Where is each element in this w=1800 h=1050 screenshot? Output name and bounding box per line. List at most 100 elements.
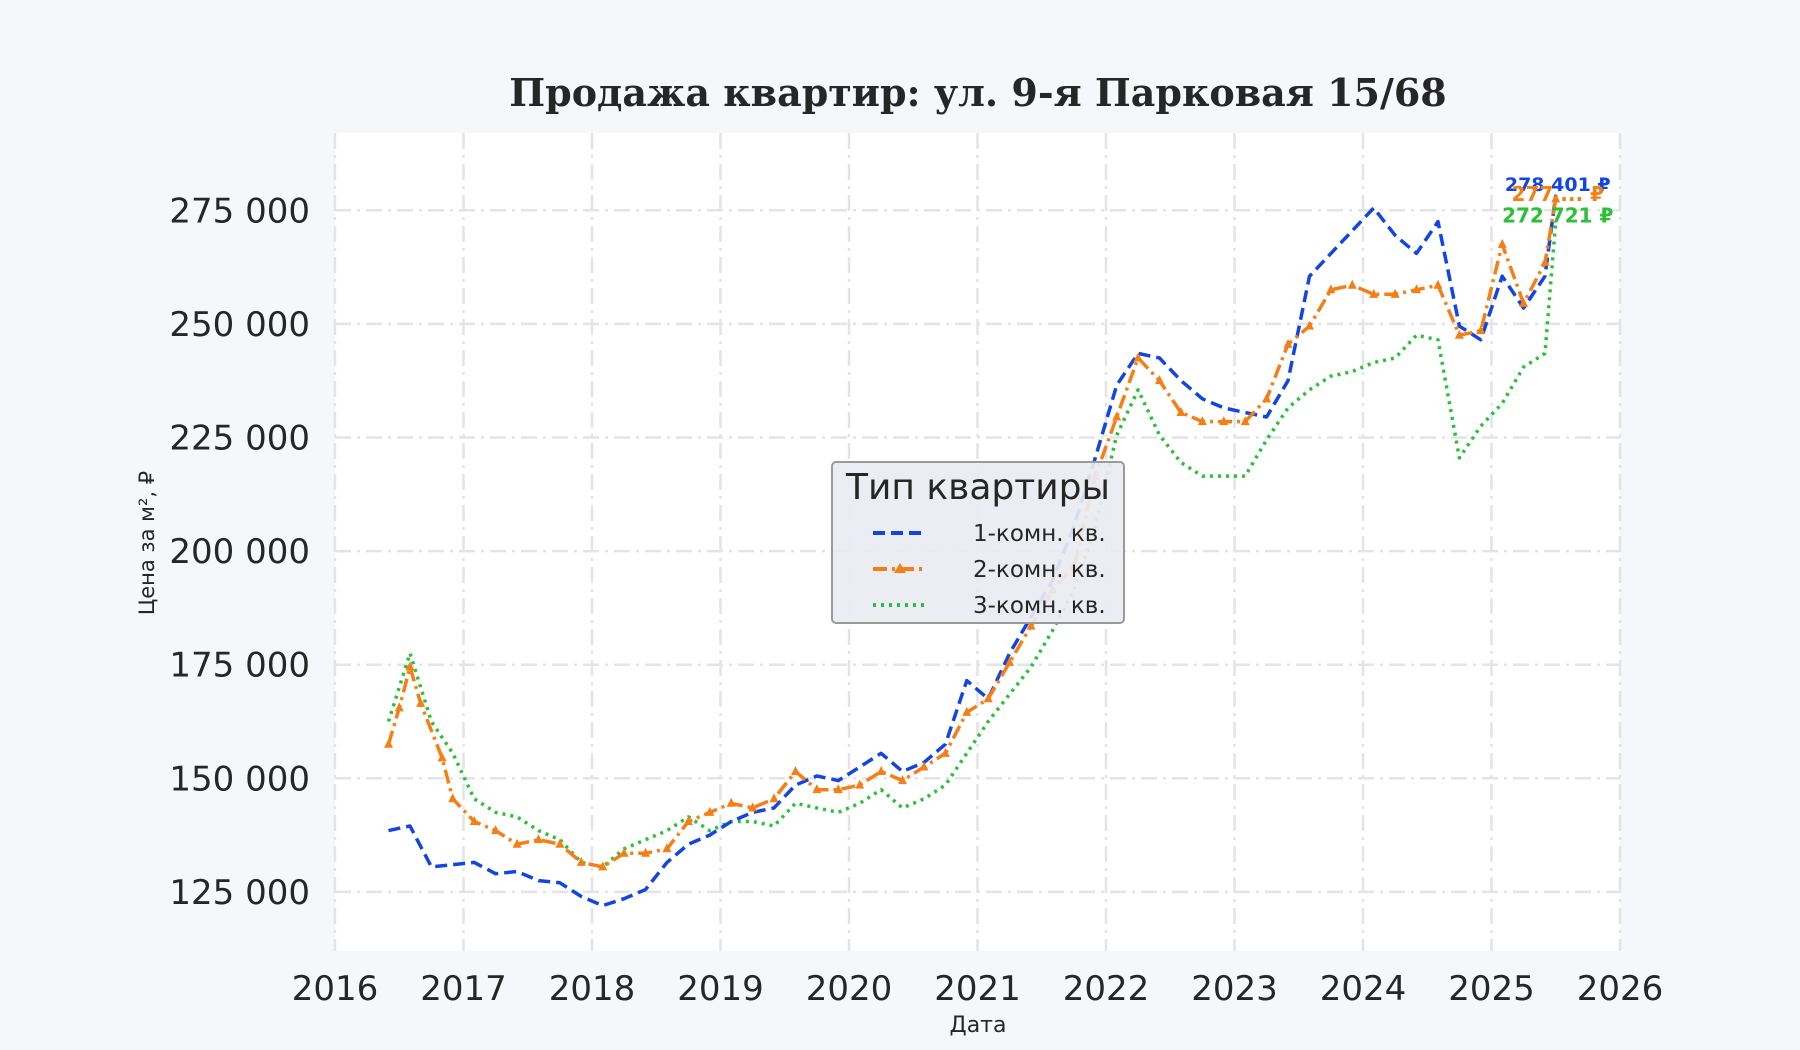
data-point-marker: [833, 784, 843, 794]
data-point-marker: [790, 765, 800, 775]
data-point-marker: [1454, 329, 1464, 339]
data-point-marker: [469, 815, 479, 825]
data-point-marker: [1155, 375, 1165, 385]
legend-label-1-room: 1-комн. кв.: [973, 521, 1106, 547]
x-axis-label: Дата: [949, 1013, 1007, 1038]
data-point-marker: [1133, 352, 1143, 362]
legend-label-2-room: 2-комн. кв.: [973, 557, 1106, 583]
data-point-marker: [491, 825, 501, 835]
legend: Тип квартиры 1-комн. кв. 2-комн. кв. 3-к…: [831, 461, 1125, 624]
end-value-annotations: 278 401 ₽277 ... ₽272 721 ₽: [1502, 174, 1613, 228]
x-tick-labels: 2016 2017 2018 2019 2020 2021 2022 2023 2024 2025…: [292, 969, 1664, 1009]
series-lines: [384, 193, 1561, 908]
data-point-marker: [1112, 411, 1122, 421]
x-tick-label: 2018: [549, 969, 636, 1009]
data-point-marker: [619, 847, 629, 857]
data-point-marker: [1551, 193, 1561, 203]
end-value-label-3-room: 272 721 ₽: [1502, 204, 1613, 228]
data-point-marker: [1219, 416, 1229, 426]
data-point-marker: [1026, 620, 1036, 630]
data-point-marker: [416, 697, 426, 707]
data-point-marker: [683, 815, 693, 825]
data-point-marker: [1497, 238, 1507, 248]
y-tick-label: 175 000: [169, 646, 310, 686]
x-tick-label: 2020: [806, 969, 893, 1009]
x-tick-label: 2016: [292, 969, 379, 1009]
series-3-room: [386, 220, 1558, 869]
data-point-marker: [1433, 279, 1443, 289]
data-point-marker: [962, 706, 972, 716]
y-tick-label: 225 000: [169, 418, 310, 458]
end-value-label-1-room: 278 401 ₽: [1505, 174, 1611, 196]
legend-item-1-room: 1-комн. кв.: [871, 519, 1121, 549]
data-point-marker: [641, 847, 651, 857]
data-point-marker: [1283, 338, 1293, 348]
data-point-marker: [876, 765, 886, 775]
legend-swatch-2-room: [873, 563, 927, 573]
series-1-room: [388, 194, 1558, 908]
data-point-marker: [1262, 393, 1272, 403]
series-2-room: [384, 193, 1561, 871]
x-tick-label: 2021: [934, 969, 1021, 1009]
data-point-marker: [726, 797, 736, 807]
data-point-marker: [812, 784, 822, 794]
y-tick-label: 125 000: [169, 873, 310, 913]
data-point-marker: [1197, 416, 1207, 426]
y-tick-label: 275 000: [169, 191, 310, 231]
data-point-marker: [1412, 284, 1422, 294]
data-point-marker: [512, 838, 522, 848]
data-point-marker: [533, 834, 543, 844]
data-point-marker: [1176, 406, 1186, 416]
legend-item-3-room: 3-комн. кв.: [871, 591, 1121, 621]
data-point-marker: [769, 793, 779, 803]
x-tick-label: 2023: [1191, 969, 1278, 1009]
end-value-label-2-room: 277 ... ₽: [1512, 182, 1604, 206]
data-point-marker: [576, 856, 586, 866]
data-point-marker: [1304, 320, 1314, 330]
x-tick-label: 2017: [420, 969, 507, 1009]
data-point-marker: [940, 747, 950, 757]
data-point-marker: [705, 806, 715, 816]
data-point-marker: [598, 861, 608, 871]
legend-swatch-1-room: [873, 531, 927, 535]
data-point-marker: [748, 802, 758, 812]
data-point-marker: [983, 693, 993, 703]
legend-swatch-3-room: [873, 603, 927, 607]
series-line-3-room: [386, 220, 1558, 869]
data-point-marker: [1005, 656, 1015, 666]
x-tick-label: 2025: [1448, 969, 1535, 1009]
data-point-marker: [1326, 284, 1336, 294]
data-point-marker: [394, 702, 404, 712]
x-tick-label: 2024: [1320, 969, 1407, 1009]
y-tick-label: 200 000: [169, 532, 310, 572]
series-line-2-room: [386, 198, 1558, 869]
x-tick-label: 2026: [1577, 969, 1664, 1009]
data-point-marker: [855, 779, 865, 789]
chart-title: Продажа квартир: ул. 9-я Парковая 15/68: [509, 70, 1447, 115]
legend-label-3-room: 3-комн. кв.: [973, 593, 1106, 619]
legend-title: Тип квартиры: [846, 467, 1110, 508]
data-point-marker: [405, 661, 415, 671]
series-line-1-room: [388, 194, 1558, 908]
data-point-marker: [662, 843, 672, 853]
y-tick-label: 150 000: [169, 759, 310, 799]
data-point-marker: [1369, 288, 1379, 298]
data-point-marker: [448, 793, 458, 803]
y-tick-labels: 125 000 150 000 175 000 200 000 225 000 250 0…: [169, 191, 310, 913]
data-point-marker: [1519, 297, 1529, 307]
data-point-marker: [437, 752, 447, 762]
data-point-marker: [898, 775, 908, 785]
y-tick-label: 250 000: [169, 305, 310, 345]
legend-item-2-room: 2-комн. кв.: [871, 555, 1121, 585]
data-point-marker: [384, 738, 394, 748]
y-axis-label-text: Цена за м², ₽: [135, 470, 159, 616]
data-point-marker: [555, 838, 565, 848]
data-point-marker: [1347, 279, 1357, 289]
x-tick-label: 2019: [677, 969, 764, 1009]
data-point-marker: [919, 761, 929, 771]
x-tick-label: 2022: [1063, 969, 1150, 1009]
data-point-marker: [1390, 288, 1400, 298]
data-point-marker: [1476, 325, 1486, 335]
data-point-marker: [1240, 416, 1250, 426]
